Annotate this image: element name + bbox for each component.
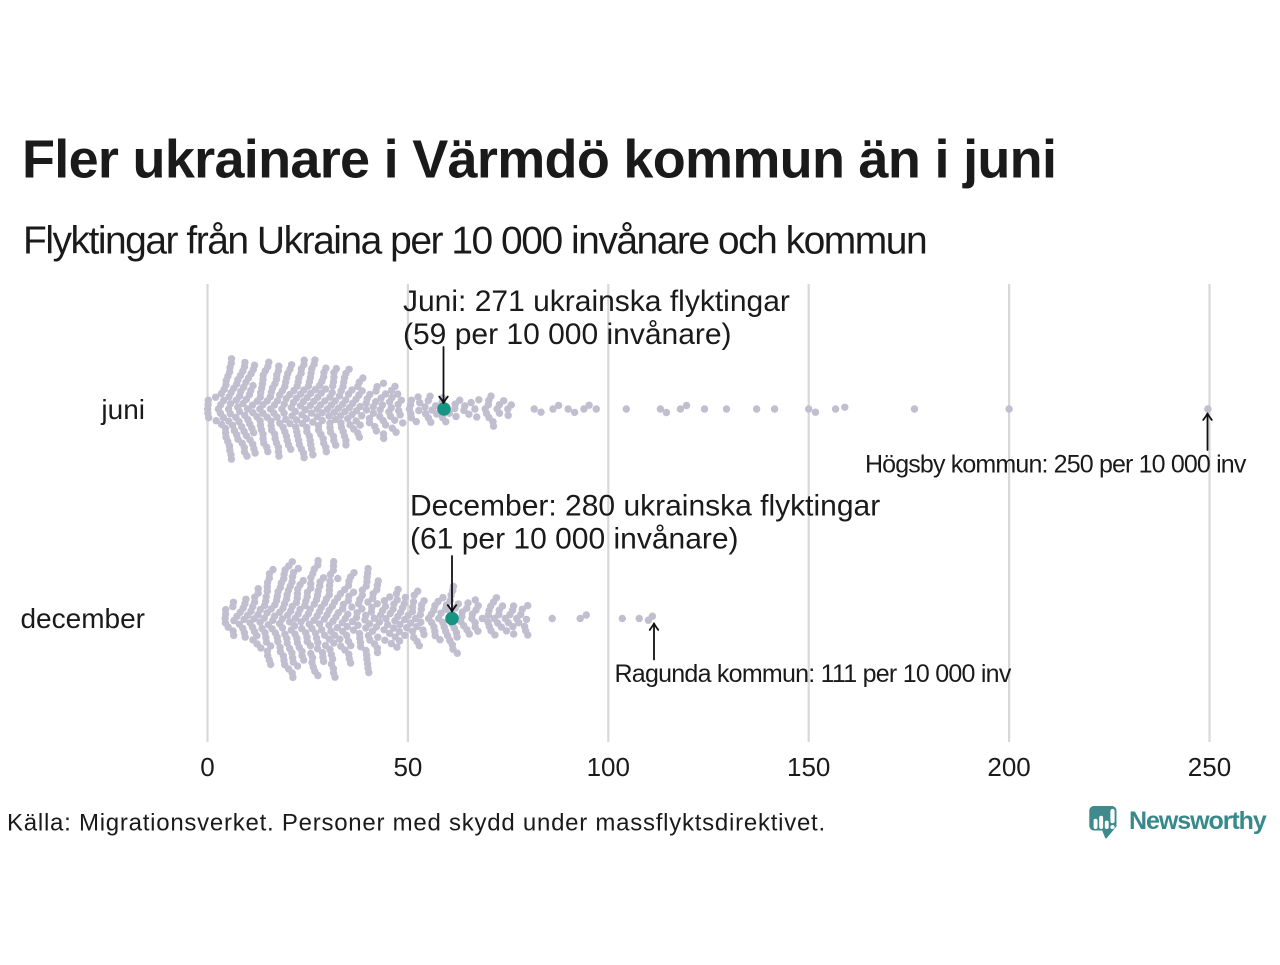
svg-text:(61 per 10 000 invånare): (61 per 10 000 invånare) xyxy=(410,523,739,556)
svg-text:150: 150 xyxy=(787,752,830,782)
svg-text:Högsby kommun: 250 per 10 000: Högsby kommun: 250 per 10 000 inv xyxy=(865,451,1247,479)
svg-text:Newsworthy: Newsworthy xyxy=(1129,807,1267,835)
svg-text:200: 200 xyxy=(987,752,1030,782)
svg-text:juni: juni xyxy=(100,394,145,425)
svg-text:Juni: 271 ukrainska flyktingar: Juni: 271 ukrainska flyktingar xyxy=(403,285,790,318)
svg-text:250: 250 xyxy=(1188,752,1231,782)
svg-text:Ragunda kommun: 111 per 10 000: Ragunda kommun: 111 per 10 000 inv xyxy=(615,660,1012,688)
svg-text:December: 280 ukrainska flykti: December: 280 ukrainska flyktingar xyxy=(410,490,880,523)
svg-text:Flyktingar från Ukraina per 10: Flyktingar från Ukraina per 10 000 invån… xyxy=(23,220,926,263)
svg-text:50: 50 xyxy=(393,752,422,782)
svg-text:100: 100 xyxy=(587,752,630,782)
svg-text:0: 0 xyxy=(200,752,214,782)
svg-text:Fler ukrainare i Värmdö kommun: Fler ukrainare i Värmdö kommun än i juni xyxy=(22,130,1056,190)
svg-text:Källa: Migrationsverket. Perso: Källa: Migrationsverket. Personer med sk… xyxy=(7,810,826,837)
svg-text:december: december xyxy=(20,603,145,634)
svg-text:(59 per 10 000 invånare): (59 per 10 000 invånare) xyxy=(403,318,732,351)
